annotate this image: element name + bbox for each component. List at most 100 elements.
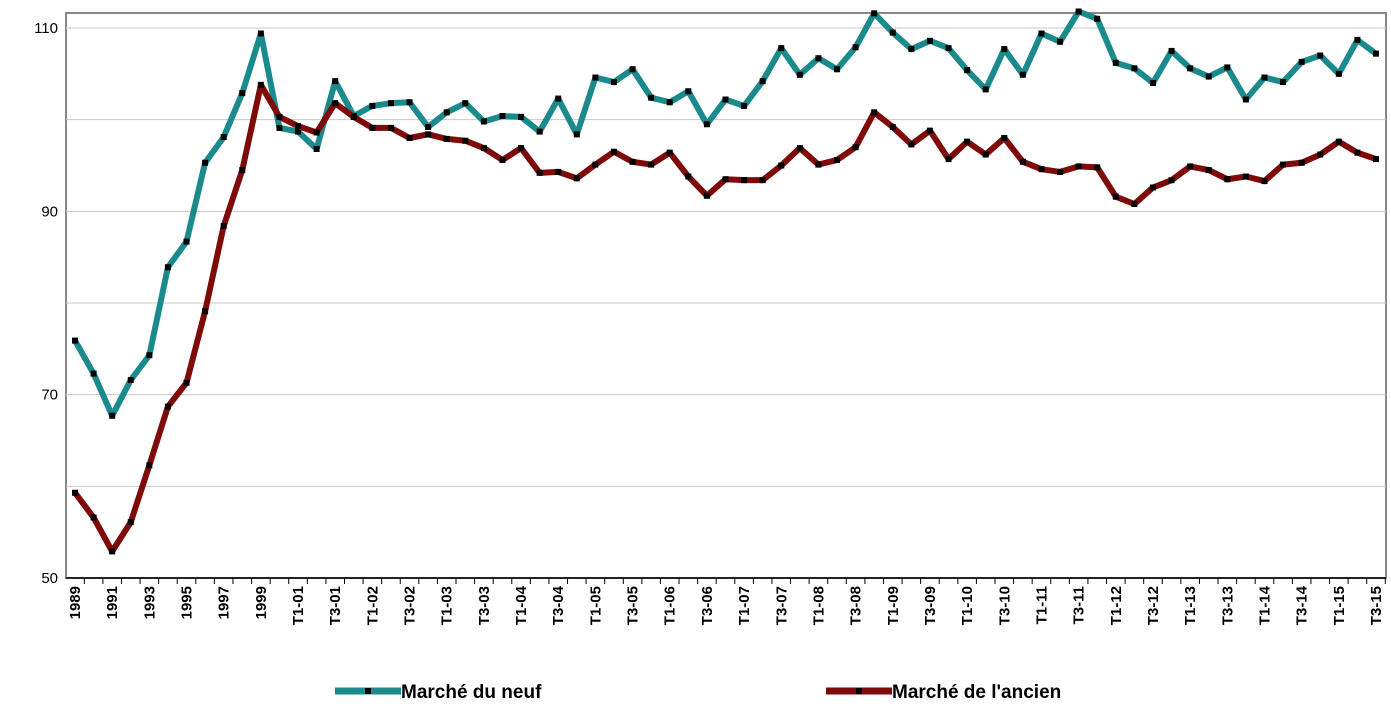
marker	[1373, 50, 1379, 57]
marker	[499, 113, 506, 119]
marker	[1149, 80, 1156, 86]
marker	[1335, 70, 1342, 77]
marker	[257, 81, 264, 88]
x-tick-label: T1-15	[1331, 586, 1348, 625]
marker	[518, 113, 525, 120]
marker	[146, 352, 153, 359]
y-tick-label: 70	[41, 387, 58, 404]
marker	[629, 158, 636, 165]
marker	[295, 128, 302, 135]
marker	[1168, 47, 1175, 54]
marker	[146, 462, 153, 469]
marker	[741, 177, 748, 184]
x-tick-label: T1-10	[959, 586, 976, 625]
marker	[1242, 96, 1249, 103]
y-tick-label: 110	[34, 20, 58, 37]
marker	[1149, 184, 1156, 191]
marker	[183, 379, 190, 386]
marker	[1335, 138, 1342, 145]
marker	[871, 109, 878, 116]
legend-label: Marché du neuf	[401, 682, 542, 703]
marker	[332, 100, 339, 107]
x-tick-label: T3-12	[1145, 586, 1162, 625]
marker	[276, 124, 283, 131]
x-tick-label: T1-09	[885, 586, 902, 625]
marker	[313, 129, 320, 136]
marker	[722, 176, 729, 183]
marker	[239, 167, 246, 174]
y-tick-label: 90	[41, 203, 58, 220]
x-tick-label: 1991	[104, 586, 121, 619]
marker	[945, 45, 952, 52]
marker	[703, 121, 710, 128]
marker	[183, 238, 190, 245]
legend-marker	[365, 688, 371, 694]
x-tick-label: T1-06	[662, 586, 679, 625]
marker	[90, 514, 97, 521]
marker	[406, 99, 413, 106]
marker	[1224, 176, 1231, 183]
marker	[1038, 30, 1045, 37]
marker	[1280, 79, 1287, 86]
marker	[220, 134, 227, 141]
x-tick-label: 1993	[141, 586, 158, 619]
marker	[555, 95, 562, 102]
marker	[834, 66, 841, 73]
marker	[406, 135, 413, 141]
marker	[1261, 74, 1268, 81]
x-tick-label: 1999	[253, 586, 270, 619]
marker	[741, 102, 748, 109]
marker	[387, 124, 394, 131]
x-tick-label: T1-11	[1033, 586, 1050, 624]
plot-frame	[65, 12, 1387, 579]
marker	[648, 161, 655, 168]
x-tick-label: T3-09	[922, 586, 939, 625]
marker	[295, 123, 302, 130]
marker	[592, 74, 599, 81]
marker	[926, 127, 933, 134]
marker	[1187, 163, 1194, 170]
x-tick-label: 1995	[179, 586, 196, 619]
x-tick-label: T1-13	[1182, 586, 1199, 625]
marker	[164, 403, 171, 410]
marker	[964, 67, 971, 74]
marker	[276, 113, 283, 120]
marker	[610, 79, 617, 86]
marker	[964, 138, 971, 145]
x-tick-label: T1-08	[810, 586, 827, 625]
marker	[443, 135, 450, 142]
marker	[109, 548, 116, 555]
x-tick-label: T1-12	[1108, 586, 1125, 625]
x-tick-label: T3-11	[1071, 586, 1088, 624]
x-tick-label: T1-03	[439, 586, 456, 625]
marker	[462, 137, 469, 144]
x-tick-label: T3-08	[848, 586, 865, 625]
marker	[759, 177, 766, 184]
marker	[722, 96, 729, 103]
x-tick-label: T1-02	[364, 586, 381, 625]
marker	[1317, 151, 1324, 158]
x-tick-label: T3-10	[996, 586, 1013, 625]
marker	[127, 377, 134, 383]
marker	[387, 100, 394, 107]
marker	[1280, 161, 1287, 168]
marker	[1261, 178, 1268, 185]
marker	[202, 159, 209, 166]
marker	[1057, 168, 1064, 175]
marker	[778, 45, 785, 52]
marker	[425, 124, 432, 130]
marker	[796, 145, 803, 152]
marker	[1187, 65, 1194, 72]
x-tick-label: T1-01	[290, 586, 307, 625]
marker	[536, 128, 543, 135]
marker	[369, 102, 376, 109]
x-tick-label: T3-03	[476, 586, 493, 625]
x-tick-label: 1997	[216, 586, 233, 619]
marker	[1354, 149, 1361, 156]
marker	[815, 55, 822, 62]
x-tick-label: T3-01	[327, 586, 344, 625]
marker	[778, 162, 785, 169]
marker	[536, 169, 543, 176]
marker	[889, 29, 896, 36]
